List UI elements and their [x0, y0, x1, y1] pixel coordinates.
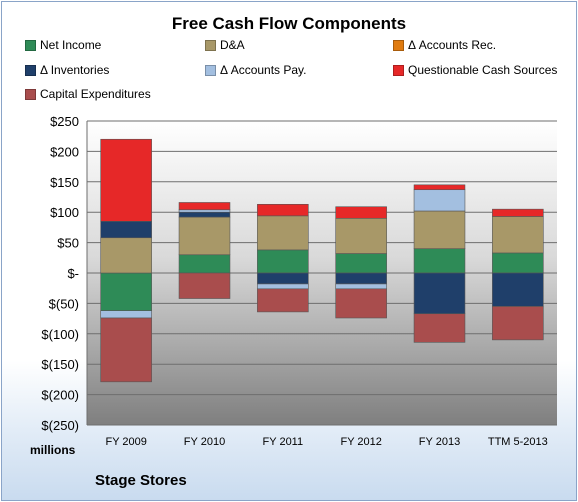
bar-segment — [100, 221, 152, 239]
bar-segment — [257, 249, 309, 274]
x-tick-label: FY 2011 — [263, 436, 304, 448]
x-tick-label: FY 2009 — [105, 436, 146, 448]
bar-segment — [335, 272, 387, 285]
y-tick-label: $150 — [50, 175, 79, 190]
y-tick-label: $(100) — [41, 327, 79, 342]
legend-item-da: D&A — [205, 38, 245, 52]
x-tick-label: FY 2012 — [340, 436, 381, 448]
bar-segment — [257, 283, 309, 290]
legend-label: Δ Accounts Rec. — [408, 38, 497, 52]
y-tick-label: $(50) — [49, 296, 79, 311]
legend-item-inventories: Δ Inventories — [25, 63, 109, 77]
legend-label: D&A — [220, 38, 245, 52]
legend-swatch — [393, 64, 404, 76]
bar-segment — [492, 252, 544, 274]
y-tick-label: $200 — [50, 144, 79, 159]
bar-segment — [100, 272, 152, 311]
bar-segment — [100, 310, 152, 319]
bar-segment — [335, 206, 387, 219]
legend-swatch — [25, 39, 36, 51]
bar-segment — [413, 272, 466, 315]
bar-segment — [178, 254, 231, 274]
legend-label: Capital Expenditures — [40, 87, 151, 101]
bar-segment — [257, 272, 309, 285]
bar-segment — [492, 216, 544, 254]
legend-swatch — [25, 88, 36, 100]
bar-segment — [257, 288, 309, 313]
chart-title: Free Cash Flow Components — [171, 14, 407, 33]
y-tick-label: $- — [67, 266, 79, 281]
y-axis: $250 $200 $150 $100 $50 $- $(50) $(100) $(150) $(… — [41, 114, 79, 433]
bar-segment — [335, 288, 387, 319]
bar-segment — [492, 306, 544, 341]
units-label: millions — [30, 443, 76, 457]
legend-swatch — [205, 64, 216, 76]
x-tick-label: FY 2010 — [184, 436, 225, 448]
legend-item-capex: Capital Expenditures — [25, 87, 151, 101]
bar-segment — [335, 283, 387, 290]
bar-segment — [257, 215, 309, 251]
gridlines — [86, 120, 557, 426]
bar-segment — [335, 253, 387, 274]
company-name: Stage Stores — [95, 472, 187, 489]
y-tick-label: $100 — [50, 205, 79, 220]
bar-segment — [178, 211, 231, 218]
bar-segment — [257, 203, 309, 217]
bar-segment — [335, 217, 387, 254]
legend-label: Net Income — [40, 38, 102, 52]
legend-label: Δ Inventories — [40, 63, 110, 77]
bar-segment — [100, 317, 152, 383]
y-tick-label: $50 — [57, 236, 79, 251]
bar-segment — [100, 138, 152, 222]
bars — [100, 138, 544, 383]
legend-item-questionable-cash: Questionable Cash Sources — [393, 63, 557, 77]
bar-segment — [413, 313, 466, 343]
legend-item-accounts-rec: Δ Accounts Rec. — [393, 38, 496, 52]
legend-label: Δ Accounts Pay. — [220, 63, 307, 77]
bar-segment — [178, 209, 231, 213]
bar-segment — [413, 184, 466, 191]
x-tick-label: TTM 5-2013 — [488, 436, 548, 448]
bar-segment — [178, 216, 231, 256]
legend-swatch — [25, 64, 36, 76]
bar-segment — [413, 210, 466, 249]
x-axis: FY 2009 FY 2010 FY 2011 FY 2012 FY 2013 TTM 5… — [105, 436, 547, 448]
bar-segment — [492, 208, 544, 217]
bar-segment — [100, 237, 152, 274]
bar-segment — [413, 189, 466, 212]
legend-label: Questionable Cash Sources — [408, 63, 558, 77]
legend-item-accounts-pay: Δ Accounts Pay. — [205, 63, 307, 77]
y-tick-label: $(150) — [41, 357, 79, 372]
y-tick-label: $(200) — [41, 388, 79, 403]
bar-segment — [178, 272, 231, 299]
bar-segment — [413, 248, 466, 274]
legend-item-net-income: Net Income — [25, 38, 101, 52]
legend-swatch — [205, 39, 216, 51]
y-tick-label: $(250) — [41, 418, 79, 433]
x-tick-label: FY 2013 — [419, 436, 460, 448]
legend-swatch — [393, 39, 404, 51]
y-tick-label: $250 — [50, 114, 79, 129]
bar-segment — [178, 202, 231, 211]
bar-segment — [492, 272, 544, 307]
